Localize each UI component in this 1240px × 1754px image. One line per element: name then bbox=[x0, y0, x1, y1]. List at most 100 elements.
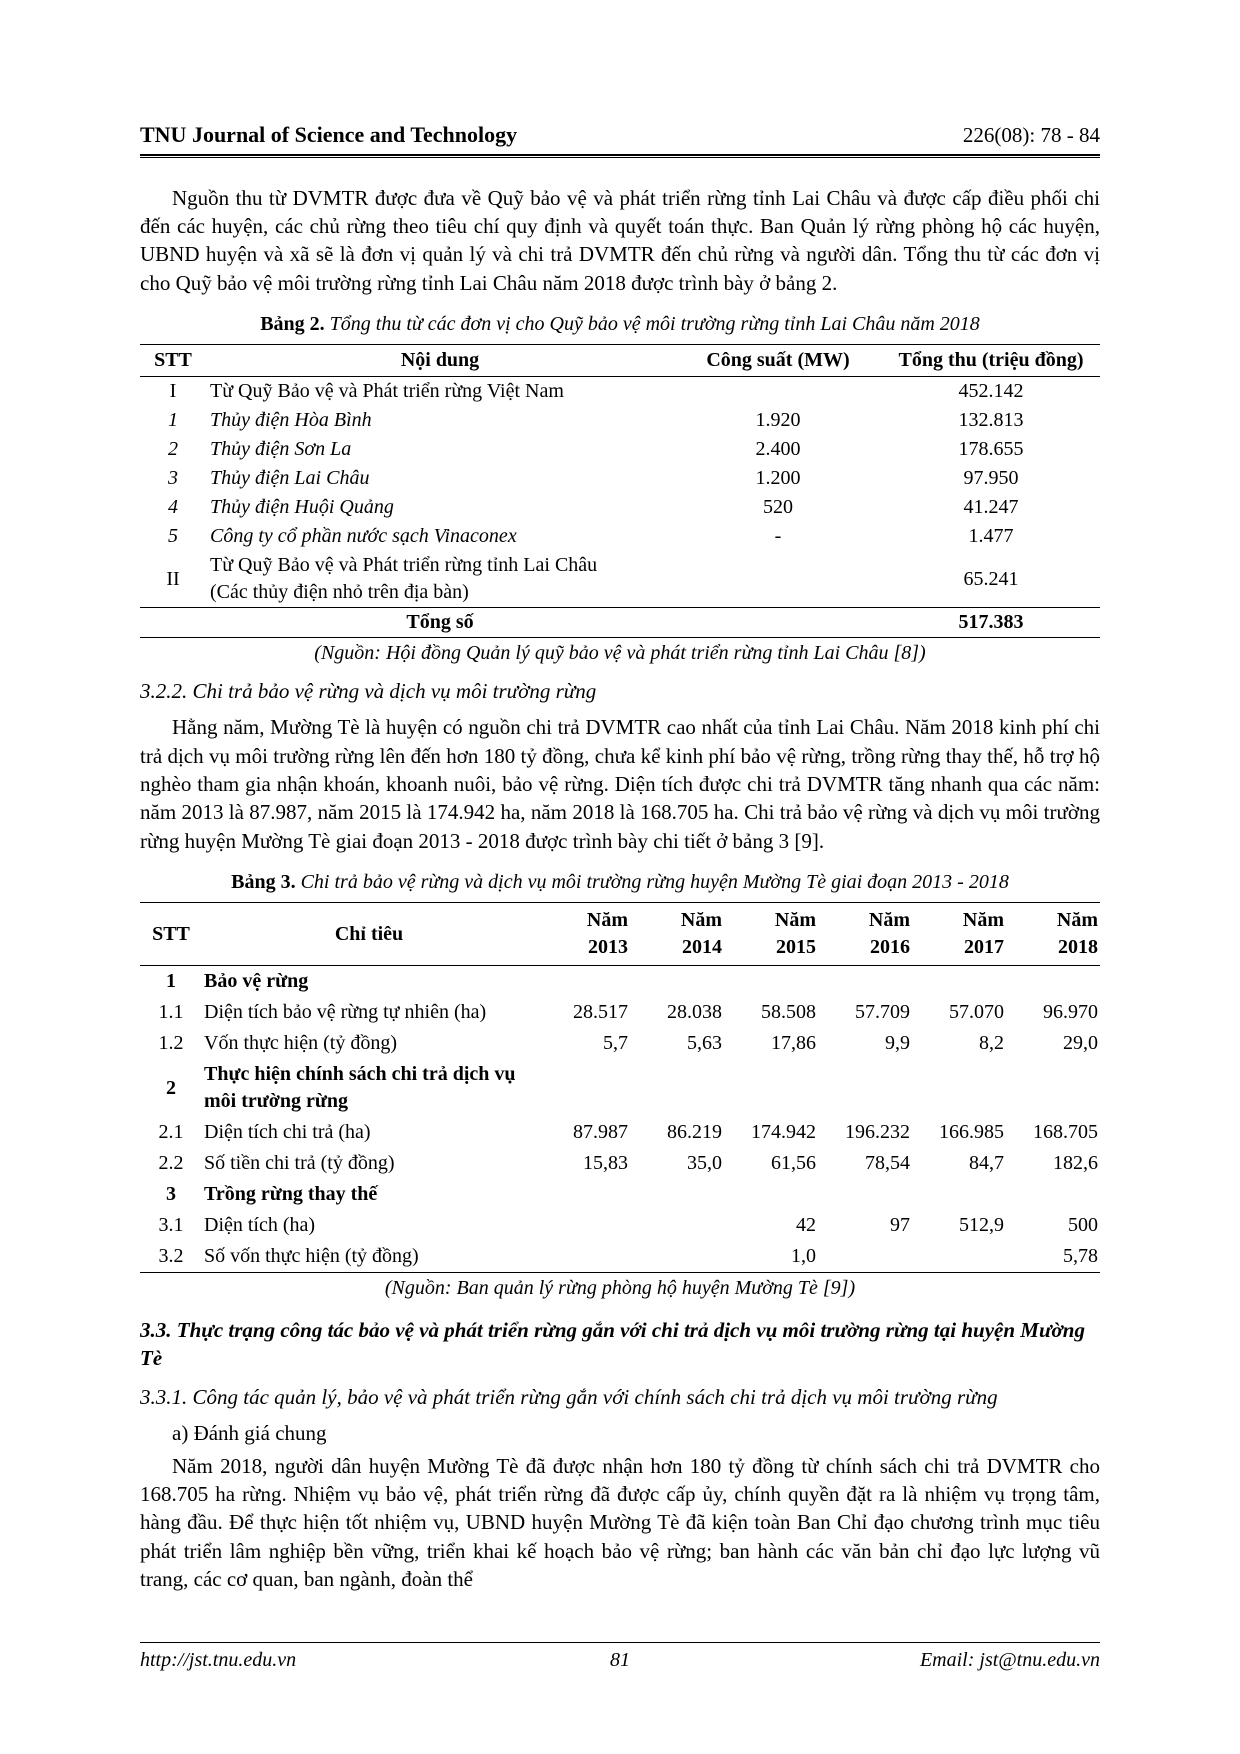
table-row: 2Thực hiện chính sách chi trả dịch vụ mô… bbox=[140, 1059, 1100, 1117]
table-cell: Diện tích chi trả (ha) bbox=[202, 1117, 536, 1148]
table2-caption-title: Tổng thu từ các đơn vị cho Quỹ bảo vệ mô… bbox=[330, 313, 980, 335]
table-cell: Thủy điện Lai Châu bbox=[206, 464, 674, 493]
table-cell: 58.508 bbox=[724, 997, 818, 1028]
paragraph-3-3-1-a: a) Đánh giá chung bbox=[140, 1419, 1100, 1447]
table-cell: Số tiền chi trả (tỷ đồng) bbox=[202, 1148, 536, 1179]
table-cell bbox=[724, 1179, 818, 1210]
page-header: TNU Journal of Science and Technology 22… bbox=[140, 120, 1100, 156]
table-cell bbox=[912, 1179, 1006, 1210]
footer-page: 81 bbox=[140, 1647, 1100, 1674]
table2-h-stt: STT bbox=[140, 345, 206, 377]
table-cell bbox=[140, 608, 206, 638]
table-cell bbox=[912, 966, 1006, 998]
table-cell: 178.655 bbox=[882, 435, 1100, 464]
table-cell bbox=[536, 1241, 630, 1273]
table-cell: Thủy điện Sơn La bbox=[206, 435, 674, 464]
table-cell: 15,83 bbox=[536, 1148, 630, 1179]
table-cell: 520 bbox=[674, 493, 882, 522]
table-cell: 3 bbox=[140, 1179, 202, 1210]
table-cell: Trồng rừng thay thế bbox=[202, 1179, 536, 1210]
table-cell: 1.200 bbox=[674, 464, 882, 493]
table2-h-mw: Công suất (MW) bbox=[674, 345, 882, 377]
table-cell: 174.942 bbox=[724, 1117, 818, 1148]
table-row: 3.1Diện tích (ha)4297512,9500 bbox=[140, 1210, 1100, 1241]
table-cell: Từ Quỹ Bảo vệ và Phát triển rừng tỉnh La… bbox=[206, 551, 674, 608]
table-cell bbox=[630, 1210, 724, 1241]
table-cell: 35,0 bbox=[630, 1148, 724, 1179]
table-cell: 97.950 bbox=[882, 464, 1100, 493]
table-cell: 1 bbox=[140, 406, 206, 435]
table-cell: Số vốn thực hiện (tỷ đồng) bbox=[202, 1241, 536, 1273]
table-row: 4Thủy điện Huội Quảng52041.247 bbox=[140, 493, 1100, 522]
table-cell bbox=[724, 1059, 818, 1117]
table-row-total: Tổng số517.383 bbox=[140, 608, 1100, 638]
table-cell: 166.985 bbox=[912, 1117, 1006, 1148]
paragraph-3-3-1-body: Năm 2018, người dân huyện Mường Tè đã đư… bbox=[140, 1452, 1100, 1594]
table3: STTChỉ tiêuNăm2013Năm2014Năm2015Năm2016N… bbox=[140, 902, 1100, 1273]
table-cell: 78,54 bbox=[818, 1148, 912, 1179]
table-cell: - bbox=[674, 522, 882, 551]
paragraph-intro: Nguồn thu từ DVMTR được đưa về Quỹ bảo v… bbox=[140, 184, 1100, 297]
heading-3-3: 3.3. Thực trạng công tác bảo vệ và phát … bbox=[140, 1316, 1100, 1373]
table-row: IITừ Quỹ Bảo vệ và Phát triển rừng tỉnh … bbox=[140, 551, 1100, 608]
table3-h: Năm2013 bbox=[536, 903, 630, 966]
table3-h: Năm2016 bbox=[818, 903, 912, 966]
table2-caption-num: Bảng 2. bbox=[260, 313, 324, 335]
table-cell bbox=[674, 377, 882, 407]
table-cell: 86.219 bbox=[630, 1117, 724, 1148]
table-row: 3Thủy điện Lai Châu1.20097.950 bbox=[140, 464, 1100, 493]
table-cell: 1 bbox=[140, 966, 202, 998]
table3-caption-num: Bảng 3. bbox=[231, 871, 295, 893]
table-cell: 57.709 bbox=[818, 997, 912, 1028]
table-cell: 84,7 bbox=[912, 1148, 1006, 1179]
table2-caption: Bảng 2. Tổng thu từ các đơn vị cho Quỹ b… bbox=[140, 311, 1100, 338]
table-cell bbox=[674, 551, 882, 608]
table2-h-thu: Tổng thu (triệu đồng) bbox=[882, 345, 1100, 377]
table3-h: Năm2014 bbox=[630, 903, 724, 966]
table-cell: 1,0 bbox=[724, 1241, 818, 1273]
table-cell: 2 bbox=[140, 435, 206, 464]
table-cell: 3.1 bbox=[140, 1210, 202, 1241]
table-row: 1.1Diện tích bảo vệ rừng tự nhiên (ha)28… bbox=[140, 997, 1100, 1028]
table-cell: 1.920 bbox=[674, 406, 882, 435]
table-cell: Thực hiện chính sách chi trả dịch vụ môi… bbox=[202, 1059, 536, 1117]
table-cell: 28.517 bbox=[536, 997, 630, 1028]
table-cell bbox=[912, 1059, 1006, 1117]
table-cell bbox=[724, 966, 818, 998]
table-cell bbox=[1006, 966, 1100, 998]
table-cell: Tổng số bbox=[206, 608, 674, 638]
table2-h-nd: Nội dung bbox=[206, 345, 674, 377]
journal-title: TNU Journal of Science and Technology bbox=[140, 120, 517, 150]
table-cell bbox=[536, 966, 630, 998]
table-cell: Bảo vệ rừng bbox=[202, 966, 536, 998]
table-row: 1Thủy điện Hòa Bình1.920132.813 bbox=[140, 406, 1100, 435]
table-row: 3.2Số vốn thực hiện (tỷ đồng)1,05,78 bbox=[140, 1241, 1100, 1273]
table-cell bbox=[674, 608, 882, 638]
table-cell: 168.705 bbox=[1006, 1117, 1100, 1148]
table-cell: 1.2 bbox=[140, 1028, 202, 1059]
table-cell bbox=[630, 1241, 724, 1273]
table-cell: 3 bbox=[140, 464, 206, 493]
table3-h: STT bbox=[140, 903, 202, 966]
table-cell: 5,78 bbox=[1006, 1241, 1100, 1273]
table-cell bbox=[536, 1210, 630, 1241]
table3-source: (Nguồn: Ban quản lý rừng phòng hộ huyện … bbox=[140, 1275, 1100, 1302]
table-cell: Vốn thực hiện (tỷ đồng) bbox=[202, 1028, 536, 1059]
table3-caption-title: Chi trả bảo vệ rừng và dịch vụ môi trườn… bbox=[301, 871, 1009, 893]
table-cell: 61,56 bbox=[724, 1148, 818, 1179]
table-cell: Công ty cổ phần nước sạch Vinaconex bbox=[206, 522, 674, 551]
table-cell: 1.477 bbox=[882, 522, 1100, 551]
table-cell: 9,9 bbox=[818, 1028, 912, 1059]
table-cell: Diện tích bảo vệ rừng tự nhiên (ha) bbox=[202, 997, 536, 1028]
table-cell: 41.247 bbox=[882, 493, 1100, 522]
table3-h: Năm2015 bbox=[724, 903, 818, 966]
page-footer: http://jst.tnu.edu.vn 81 Email: jst@tnu.… bbox=[140, 1642, 1100, 1674]
table-cell bbox=[630, 966, 724, 998]
table-cell: 97 bbox=[818, 1210, 912, 1241]
table-cell: 2.2 bbox=[140, 1148, 202, 1179]
table-cell bbox=[818, 1241, 912, 1273]
table-row: 2Thủy điện Sơn La2.400178.655 bbox=[140, 435, 1100, 464]
table-cell: 5,63 bbox=[630, 1028, 724, 1059]
table-row: 1.2Vốn thực hiện (tỷ đồng)5,75,6317,869,… bbox=[140, 1028, 1100, 1059]
table-cell: 4 bbox=[140, 493, 206, 522]
